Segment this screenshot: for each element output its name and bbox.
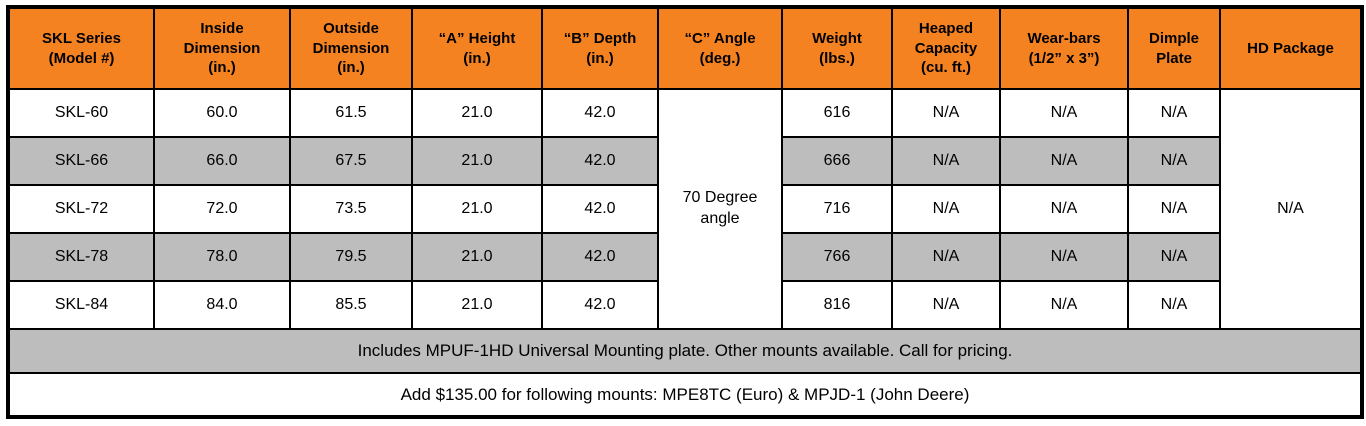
header-heaped-capacity: Heaped Capacity (cu. ft.) xyxy=(891,6,1001,90)
header-a-height: “A” Height (in.) xyxy=(411,6,543,90)
header-c-angle: “C” Angle (deg.) xyxy=(657,6,783,90)
header-wear-bars: Wear-bars (1/2” x 3”) xyxy=(999,6,1129,90)
footnote-mounting-plate: Includes MPUF-1HD Universal Mounting pla… xyxy=(7,328,1363,374)
footnote-mount-pricing: Add $135.00 for following mounts: MPE8TC… xyxy=(7,372,1363,418)
cell-dimple-plate: N/A xyxy=(1127,184,1221,234)
cell-b-depth: 42.0 xyxy=(541,88,659,138)
cell-inside-dimension: 60.0 xyxy=(153,88,291,138)
header-weight: Weight (lbs.) xyxy=(781,6,893,90)
cell-a-height: 21.0 xyxy=(411,232,543,282)
cell-b-depth: 42.0 xyxy=(541,232,659,282)
table-row-skl-78: SKL-78 78.0 79.5 21.0 42.0 766 N/A N/A N… xyxy=(7,232,1362,282)
header-b-depth: “B” Depth (in.) xyxy=(541,6,659,90)
cell-inside-dimension: 72.0 xyxy=(153,184,291,234)
cell-dimple-plate: N/A xyxy=(1127,136,1221,186)
header-row: SKL Series (Model #) Inside Dimension (i… xyxy=(7,6,1363,90)
cell-a-height: 21.0 xyxy=(411,136,543,186)
cell-model: SKL-78 xyxy=(7,232,155,282)
cell-heaped-capacity: N/A xyxy=(891,232,1001,282)
cell-a-height: 21.0 xyxy=(411,280,543,330)
cell-inside-dimension: 78.0 xyxy=(153,232,291,282)
cell-dimple-plate: N/A xyxy=(1127,88,1221,138)
cell-outside-dimension: 73.5 xyxy=(289,184,413,234)
cell-b-depth: 42.0 xyxy=(541,136,659,186)
table-row-skl-66: SKL-66 66.0 67.5 21.0 42.0 666 N/A N/A N… xyxy=(7,136,1362,186)
cell-outside-dimension: 79.5 xyxy=(289,232,413,282)
cell-hd-package-merged: N/A xyxy=(1219,88,1363,330)
table-row-skl-72: SKL-72 72.0 73.5 21.0 42.0 716 N/A N/A N… xyxy=(7,184,1362,234)
cell-a-height: 21.0 xyxy=(411,184,543,234)
cell-a-height: 21.0 xyxy=(411,88,543,138)
header-inside-dimension: Inside Dimension (in.) xyxy=(153,6,291,90)
cell-outside-dimension: 67.5 xyxy=(289,136,413,186)
cell-inside-dimension: 66.0 xyxy=(153,136,291,186)
cell-weight: 666 xyxy=(781,136,893,186)
header-skl-series: SKL Series (Model #) xyxy=(7,6,155,90)
cell-wear-bars: N/A xyxy=(999,88,1129,138)
table-row-skl-84: SKL-84 84.0 85.5 21.0 42.0 816 N/A N/A N… xyxy=(7,280,1362,330)
header-hd-package: HD Package xyxy=(1219,6,1363,90)
cell-b-depth: 42.0 xyxy=(541,184,659,234)
header-outside-dimension: Outside Dimension (in.) xyxy=(289,6,413,90)
cell-heaped-capacity: N/A xyxy=(891,136,1001,186)
cell-outside-dimension: 61.5 xyxy=(289,88,413,138)
cell-wear-bars: N/A xyxy=(999,136,1129,186)
footnote-row-mount-pricing: Add $135.00 for following mounts: MPE8TC… xyxy=(7,372,1363,418)
footnote-row-mounting-plate: Includes MPUF-1HD Universal Mounting pla… xyxy=(7,328,1363,374)
cell-wear-bars: N/A xyxy=(999,232,1129,282)
cell-dimple-plate: N/A xyxy=(1127,232,1221,282)
cell-inside-dimension: 84.0 xyxy=(153,280,291,330)
cell-outside-dimension: 85.5 xyxy=(289,280,413,330)
cell-model: SKL-66 xyxy=(7,136,155,186)
cell-dimple-plate: N/A xyxy=(1127,280,1221,330)
cell-c-angle-merged: 70 Degree angle xyxy=(657,88,783,330)
cell-weight: 766 xyxy=(781,232,893,282)
cell-model: SKL-72 xyxy=(7,184,155,234)
table-row-skl-60: SKL-60 60.0 61.5 21.0 42.0 70 Degree ang… xyxy=(7,88,1363,330)
cell-weight: 716 xyxy=(781,184,893,234)
cell-weight: 616 xyxy=(781,88,893,138)
cell-model: SKL-84 xyxy=(7,280,155,330)
cell-wear-bars: N/A xyxy=(999,280,1129,330)
cell-b-depth: 42.0 xyxy=(541,280,659,330)
cell-heaped-capacity: N/A xyxy=(891,88,1001,138)
cell-weight: 816 xyxy=(781,280,893,330)
cell-heaped-capacity: N/A xyxy=(891,184,1001,234)
header-dimple-plate: Dimple Plate xyxy=(1127,6,1221,90)
skl-series-spec-table: SKL Series (Model #) Inside Dimension (i… xyxy=(6,5,1364,419)
cell-model: SKL-60 xyxy=(7,88,155,138)
cell-wear-bars: N/A xyxy=(999,184,1129,234)
cell-heaped-capacity: N/A xyxy=(891,280,1001,330)
